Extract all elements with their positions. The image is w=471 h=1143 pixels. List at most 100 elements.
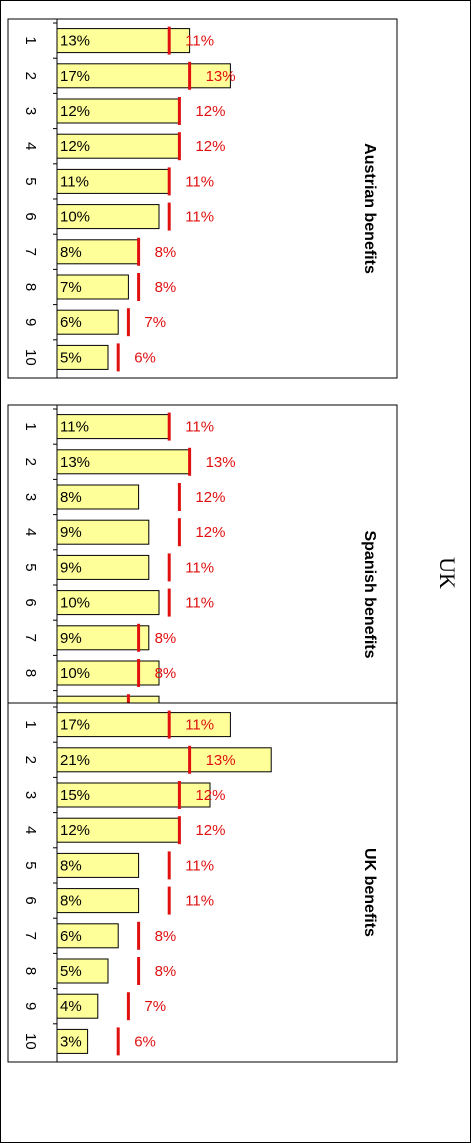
bar-value-label: 4% [60, 998, 82, 1015]
bar [56, 133, 180, 159]
bar [56, 712, 231, 738]
bar [56, 344, 109, 370]
reference-value-label: 8% [155, 244, 177, 261]
category-label: 6 [22, 212, 39, 220]
category-label: 4 [22, 826, 39, 834]
bar-value-label: 8% [60, 893, 82, 910]
category-label: 3 [22, 107, 39, 115]
bar [56, 958, 109, 984]
category-label: 8 [22, 669, 39, 677]
reference-value-label: 12% [195, 787, 225, 804]
reference-value-label: 8% [155, 963, 177, 980]
reference-value-label: 11% [185, 419, 214, 436]
bar-value-label: 9% [60, 559, 82, 576]
reference-value-label: 12% [195, 489, 225, 506]
bar-value-label: 15% [60, 787, 90, 804]
bar-value-label: 9% [60, 524, 82, 541]
bar-value-label: 12% [60, 103, 90, 120]
bar-value-label: 10% [60, 665, 90, 682]
bar-value-label: 10% [60, 595, 90, 612]
category-label: 8 [22, 283, 39, 291]
bar-value-label: 8% [60, 857, 82, 874]
bar-value-label: 6% [60, 928, 82, 945]
bar-value-label: 12% [60, 138, 90, 155]
bar [56, 590, 160, 616]
bar-value-label: 12% [60, 822, 90, 839]
category-label: 10 [22, 1033, 39, 1050]
bar [56, 484, 140, 510]
bar-value-label: 11% [60, 173, 89, 190]
category-label: 7 [22, 932, 39, 940]
reference-value-label: 13% [206, 454, 236, 471]
reference-value-label: 8% [155, 928, 177, 945]
reference-value-label: 11% [185, 33, 214, 50]
category-label: 1 [22, 36, 39, 44]
reference-value-label: 11% [185, 209, 214, 226]
bar [56, 817, 180, 843]
reference-value-label: 13% [206, 68, 236, 85]
reference-value-label: 11% [185, 559, 214, 576]
bar-value-label: 7% [60, 279, 82, 296]
reference-value-label: 12% [195, 524, 225, 541]
bar [56, 309, 119, 335]
reference-value-label: 6% [134, 1033, 156, 1050]
category-label: 4 [22, 528, 39, 536]
bar-value-label: 9% [60, 630, 82, 647]
bar-value-label: 10% [60, 209, 90, 226]
reference-value-label: 6% [134, 349, 156, 366]
bar [56, 63, 231, 89]
category-label: 7 [22, 634, 39, 642]
bar [56, 168, 170, 194]
category-label: 7 [22, 248, 39, 256]
category-label: 2 [22, 756, 39, 764]
panel-title: UK benefits [361, 848, 378, 937]
bar-value-label: 11% [60, 419, 89, 436]
reference-value-label: 11% [185, 893, 214, 910]
bar-value-label: 6% [60, 314, 82, 331]
reference-value-label: 12% [195, 138, 225, 155]
category-label: 5 [22, 563, 39, 571]
bar [56, 204, 160, 230]
category-label: 5 [22, 177, 39, 185]
reference-value-label: 7% [144, 998, 166, 1015]
panel-title: Austrian benefits [361, 143, 378, 274]
bar [56, 28, 191, 54]
category-label: 9 [22, 318, 39, 326]
bar [56, 625, 150, 651]
reference-value-label: 8% [155, 279, 177, 296]
category-label: 1 [22, 720, 39, 728]
category-label: 2 [22, 72, 39, 80]
reference-value-label: 7% [144, 314, 166, 331]
reference-value-label: 11% [185, 857, 214, 874]
bar [56, 449, 191, 475]
bar [56, 519, 150, 545]
bar [56, 923, 119, 949]
category-label: 9 [22, 1002, 39, 1010]
bar-value-label: 5% [60, 963, 82, 980]
bar [56, 993, 99, 1019]
figure-title: UK [435, 557, 460, 589]
category-label: 3 [22, 493, 39, 501]
reference-value-label: 11% [185, 173, 214, 190]
category-label: 10 [22, 349, 39, 366]
chart-panels: 1 13% 11%2 17% 13%3 12% 12%4 12% 12%5 11% 11%6 10% 1… [7, 18, 398, 1063]
bar [56, 1028, 89, 1054]
category-label: 6 [22, 896, 39, 904]
bar [56, 747, 272, 773]
bar-value-label: 5% [60, 349, 82, 366]
bar [56, 554, 150, 580]
category-label: 1 [22, 422, 39, 430]
category-label: 4 [22, 142, 39, 150]
category-label: 6 [22, 598, 39, 606]
chart-panel-3: 1 17% 11% 2 21% 13% 3 15% 12% 4 12% 12% 5 8% 11% 6 8% 11%… [7, 702, 398, 1063]
bar-value-label: 8% [60, 244, 82, 261]
bar-value-label: 17% [60, 717, 90, 734]
bar [56, 660, 160, 686]
category-label: 8 [22, 967, 39, 975]
category-label: 3 [22, 791, 39, 799]
reference-value-label: 8% [155, 630, 177, 647]
bar-value-label: 13% [60, 33, 90, 50]
bar-value-label: 13% [60, 454, 90, 471]
reference-value-label: 11% [185, 717, 214, 734]
